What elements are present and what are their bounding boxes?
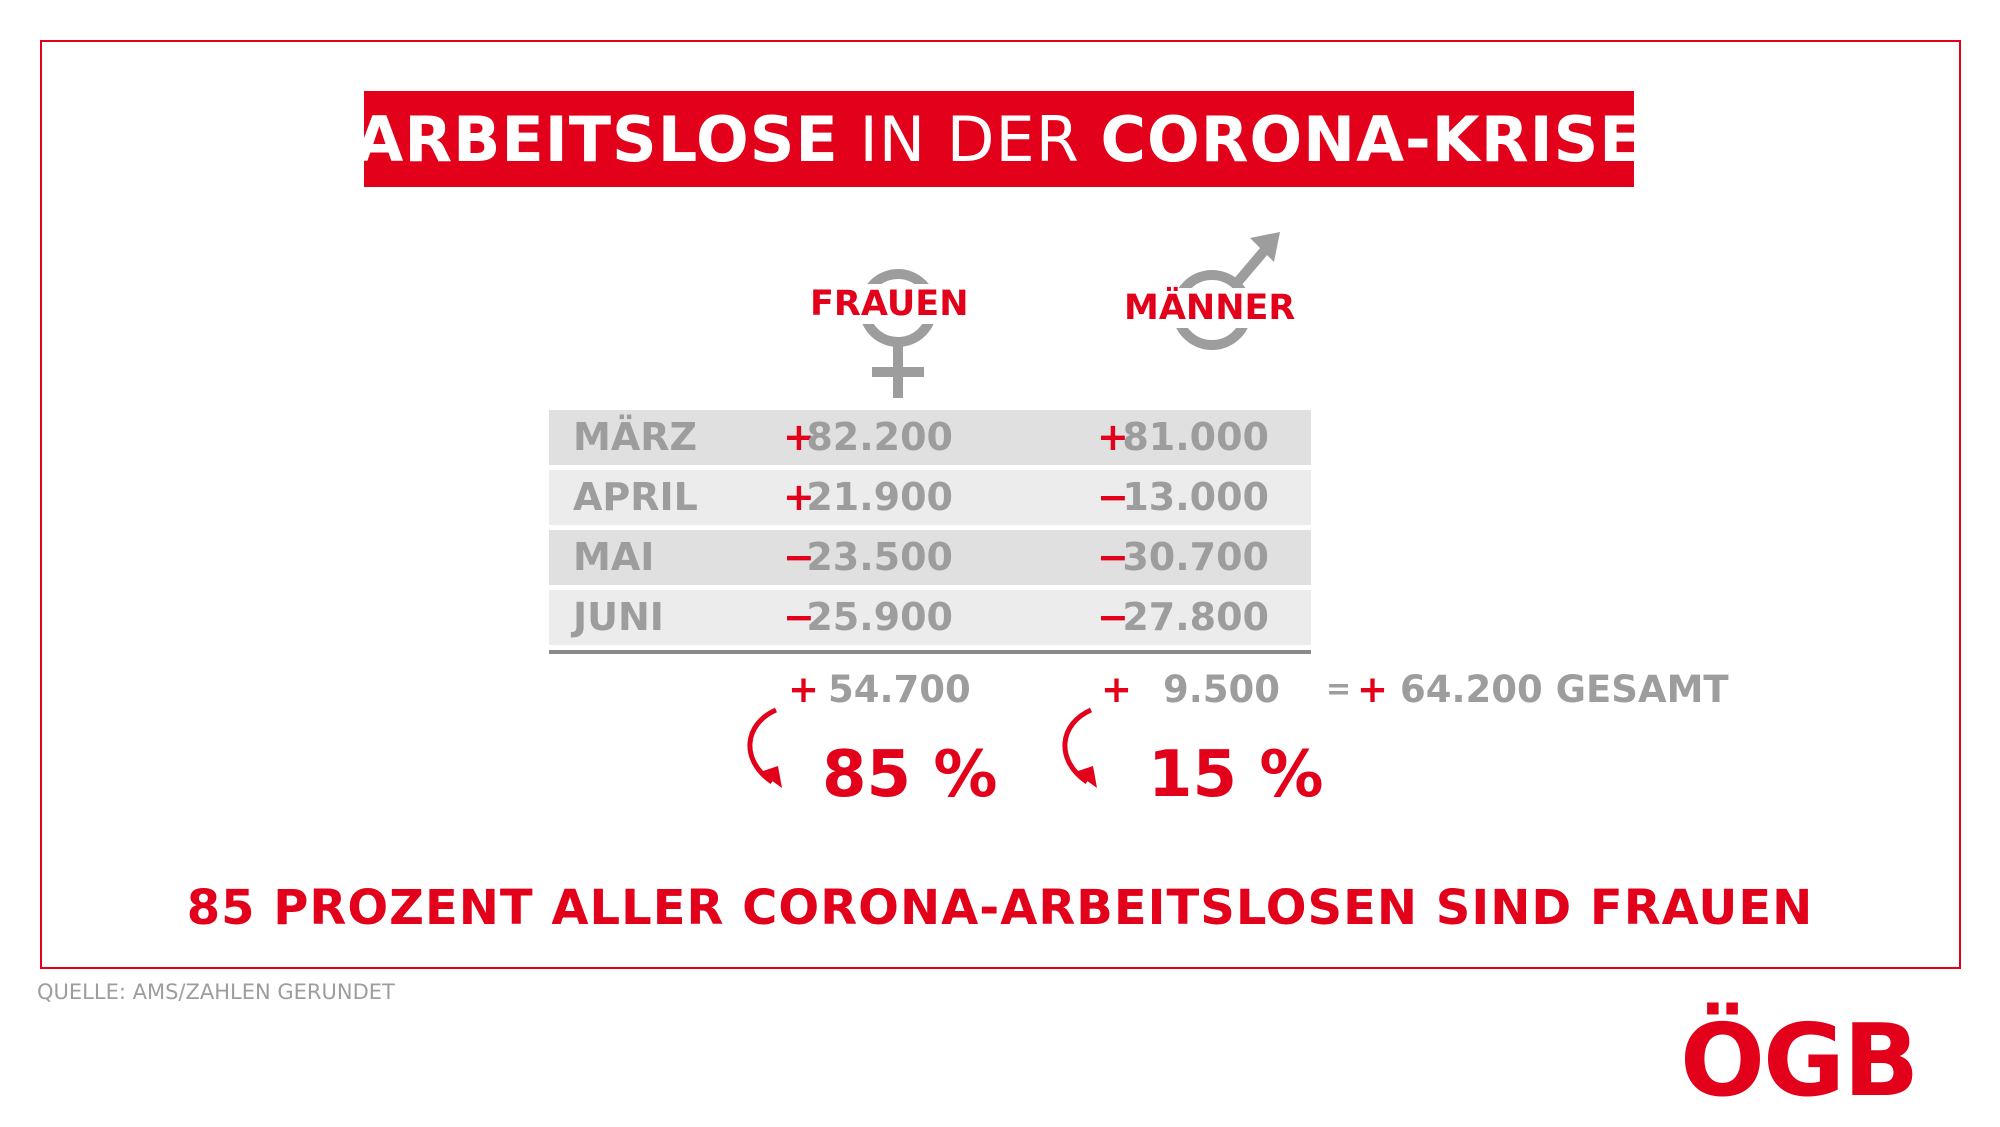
men-percentage: 15 % bbox=[1148, 738, 1324, 812]
row-women-value: 21.900 bbox=[806, 475, 953, 519]
row-men-sign: − bbox=[1097, 595, 1129, 639]
female-symbol-icon bbox=[859, 269, 937, 398]
row-women-sign: + bbox=[783, 415, 815, 459]
row-month: APRIL bbox=[573, 475, 698, 519]
curved-arrow-icon bbox=[1062, 707, 1097, 788]
source-note: QUELLE: AMS/ZAHLEN GERUNDET bbox=[37, 980, 395, 1004]
grand-total-sign: + bbox=[1357, 668, 1389, 711]
women-total-sign: + bbox=[788, 668, 820, 711]
curved-arrow-icon bbox=[747, 707, 782, 788]
svg-text:ÖGB: ÖGB bbox=[1680, 1002, 1917, 1100]
row-men-sign: + bbox=[1097, 415, 1129, 459]
sum-divider bbox=[549, 650, 1311, 654]
row-men-value: 13.000 bbox=[1122, 475, 1269, 519]
grand-total-value: 64.200 GESAMT bbox=[1400, 668, 1729, 711]
row-women-value: 82.200 bbox=[806, 415, 953, 459]
row-men-value: 30.700 bbox=[1122, 535, 1269, 579]
title-part-3: CORONA-KRISE bbox=[1100, 102, 1643, 176]
row-women-value: 23.500 bbox=[806, 535, 953, 579]
row-men-sign: − bbox=[1097, 535, 1129, 579]
table-row: APRIL + 21.900 − 13.000 bbox=[549, 470, 1311, 525]
row-men-sign: − bbox=[1097, 475, 1129, 519]
row-women-value: 25.900 bbox=[806, 595, 953, 639]
row-month: MAI bbox=[573, 535, 655, 579]
conclusion-text: 85 PROZENT ALLER CORONA-ARBEITSLOSEN SIN… bbox=[186, 880, 1814, 936]
equals-sign: = bbox=[1326, 672, 1352, 707]
women-total-value: 54.700 bbox=[828, 668, 971, 711]
table-row: JUNI − 25.900 − 27.800 bbox=[549, 590, 1311, 645]
data-table: MÄRZ + 82.200 + 81.000 APRIL + 21.900 − … bbox=[549, 410, 1311, 650]
row-women-sign: + bbox=[783, 475, 815, 519]
row-women-sign: − bbox=[783, 535, 815, 579]
column-header-women: FRAUEN bbox=[806, 284, 973, 324]
title-part-2: IN DER bbox=[859, 102, 1080, 176]
men-total-value: 9.500 bbox=[1163, 668, 1281, 711]
content-frame bbox=[40, 40, 1961, 969]
title-banner: ARBEITSLOSE IN DER CORONA-KRISE bbox=[355, 91, 1642, 187]
ogb-logo: ÖGB bbox=[1680, 1002, 1919, 1100]
women-percentage: 85 % bbox=[822, 738, 998, 812]
row-men-value: 27.800 bbox=[1122, 595, 1269, 639]
row-month: JUNI bbox=[573, 595, 664, 639]
row-women-sign: − bbox=[783, 595, 815, 639]
table-row: MÄRZ + 82.200 + 81.000 bbox=[549, 410, 1311, 465]
men-total-sign: + bbox=[1101, 668, 1133, 711]
column-header-men: MÄNNER bbox=[1120, 288, 1300, 328]
row-month: MÄRZ bbox=[573, 415, 698, 459]
row-men-value: 81.000 bbox=[1122, 415, 1269, 459]
title-part-1: ARBEITSLOSE bbox=[355, 102, 839, 176]
table-row: MAI − 23.500 − 30.700 bbox=[549, 530, 1311, 585]
